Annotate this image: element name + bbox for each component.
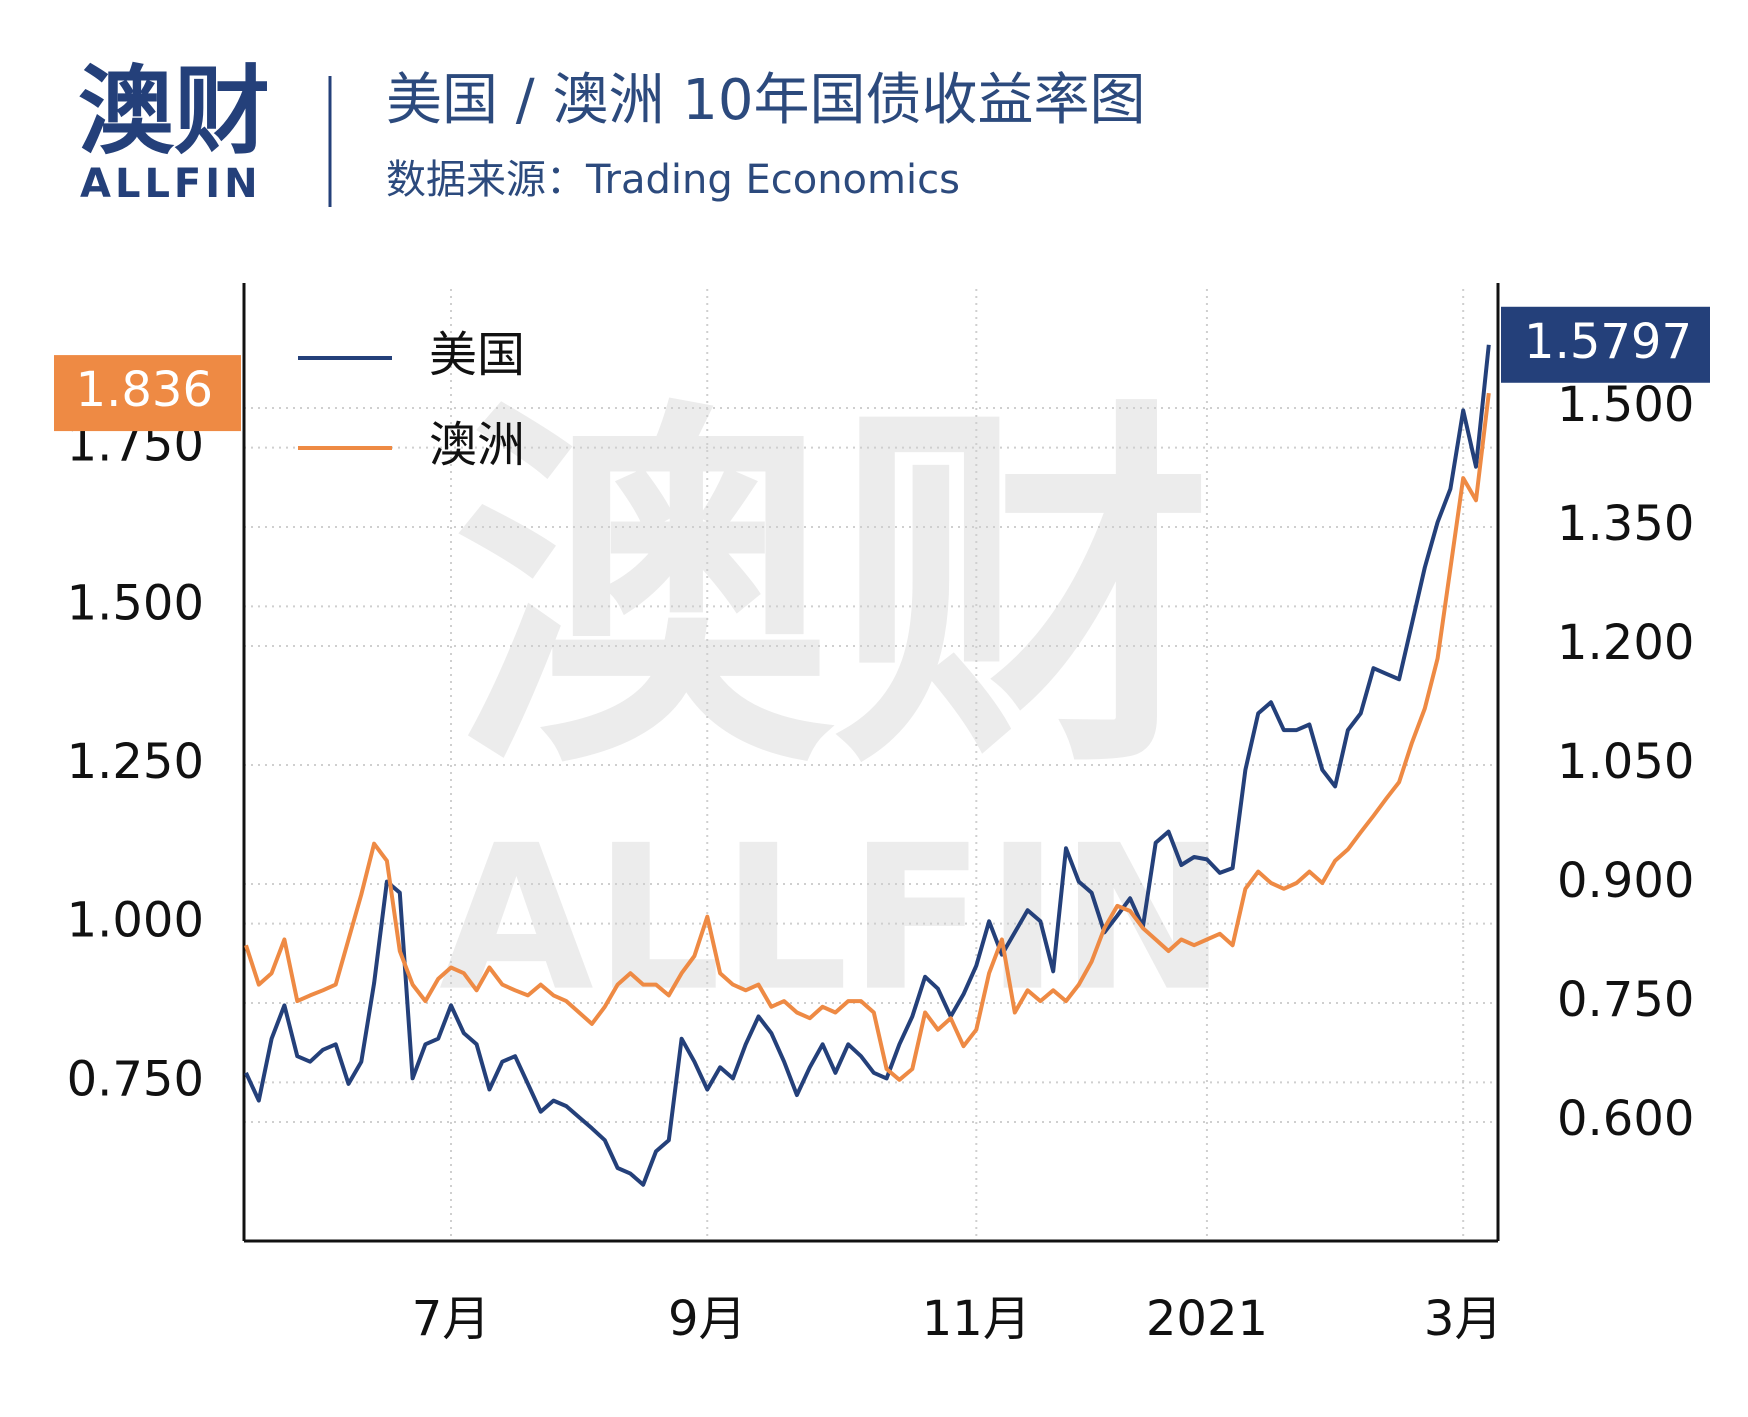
series-line [244,344,1491,1187]
logo-mark: 澳财 [78,55,270,167]
chart-title: 美国 / 澳洲 10年国债收益率图 [386,68,1146,133]
last-value-label: 1.836 [76,362,213,418]
y2-tick-label: 0.750 [1557,972,1694,1028]
last-value-label: 1.5797 [1524,314,1692,370]
last-value-flag [1501,306,1710,383]
series-line [244,392,1491,1082]
chart-subtitle: 数据来源：Trading Economics [386,157,960,203]
y-tick-label: 1.000 [67,893,204,949]
y-tick-label: 1.500 [67,575,204,631]
x-tick-label: 2021 [1146,1291,1268,1347]
legend-label: 澳洲 [429,417,525,473]
legend-label: 美国 [429,327,525,383]
logo-text: ALLFIN [80,161,262,207]
y2-tick-label: 0.900 [1557,853,1694,909]
x-tick-label: 11月 [922,1291,1031,1347]
y2-tick-label: 1.350 [1557,496,1694,552]
x-tick-label: 9月 [668,1291,747,1347]
y2-tick-label: 1.050 [1557,734,1694,790]
y-tick-label: 1.250 [67,734,204,790]
y2-tick-label: 1.500 [1557,377,1694,433]
y-tick-label: 0.750 [67,1051,204,1107]
watermark-text: ALLFIN [439,803,1227,1036]
x-tick-label: 3月 [1424,1291,1503,1347]
x-tick-label: 7月 [412,1291,491,1347]
y2-tick-label: 0.600 [1557,1091,1694,1147]
y2-tick-label: 1.200 [1557,615,1694,671]
watermark-mark: 澳财 [453,371,1213,814]
watermark: 澳财 ALLFIN [439,371,1227,1036]
last-value-flag [54,355,241,432]
